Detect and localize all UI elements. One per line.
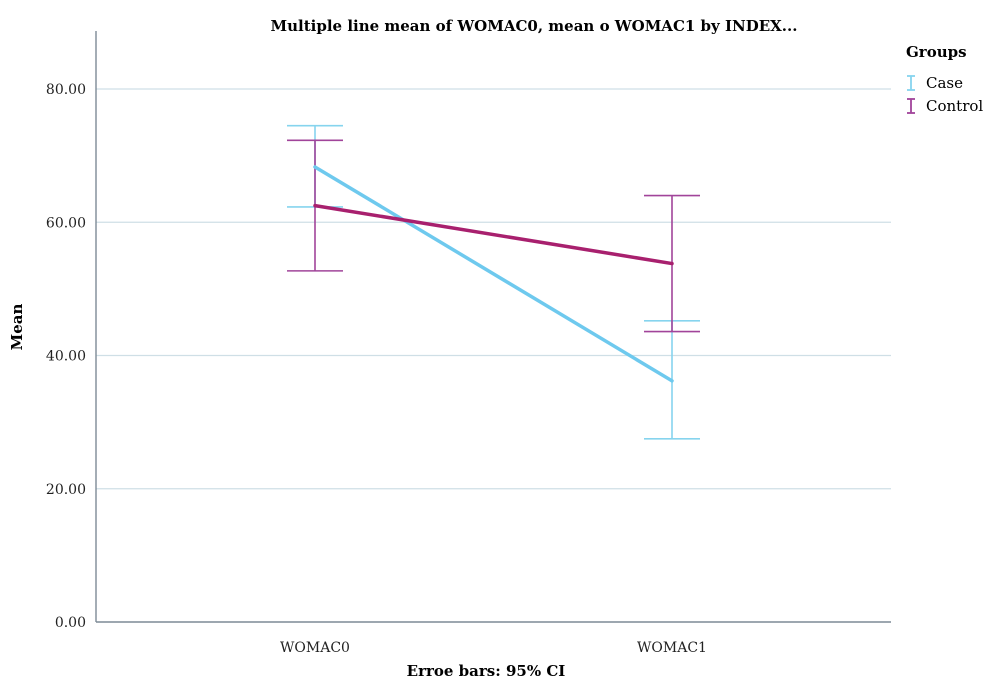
legend-errorbar-icon bbox=[907, 75, 915, 91]
legend-item-control[interactable]: Control bbox=[907, 97, 983, 115]
legend-title: Groups bbox=[906, 43, 967, 61]
series-line-case bbox=[313, 165, 674, 383]
y-axis-title: Mean bbox=[8, 304, 26, 351]
y-tick-label: 60.00 bbox=[46, 215, 86, 231]
series-case bbox=[287, 124, 700, 440]
x-tick-labels: WOMAC0 WOMAC1 bbox=[280, 640, 707, 656]
legend-label: Control bbox=[926, 97, 983, 115]
legend-errorbar-icon bbox=[907, 98, 915, 114]
y-tick-label: 0.00 bbox=[55, 615, 86, 631]
legend[interactable]: Groups Case Control bbox=[906, 43, 983, 115]
y-tick-label: 80.00 bbox=[46, 82, 86, 98]
y-tick-labels: 0.00 20.00 40.00 60.00 80.00 bbox=[46, 82, 86, 631]
y-tick-label: 40.00 bbox=[46, 349, 86, 365]
x-axis-title: Erroe bars: 95% CI bbox=[407, 662, 566, 680]
gridlines bbox=[96, 88, 891, 490]
legend-label: Case bbox=[926, 74, 963, 92]
chart-title: Multiple line mean of WOMAC0, mean o WOM… bbox=[271, 17, 798, 35]
x-tick-label: WOMAC0 bbox=[280, 640, 350, 656]
x-tick-label: WOMAC1 bbox=[637, 640, 707, 656]
legend-item-case[interactable]: Case bbox=[907, 74, 963, 92]
series-layer bbox=[287, 124, 700, 440]
y-tick-label: 20.00 bbox=[46, 482, 86, 498]
series-line-control bbox=[313, 203, 674, 266]
